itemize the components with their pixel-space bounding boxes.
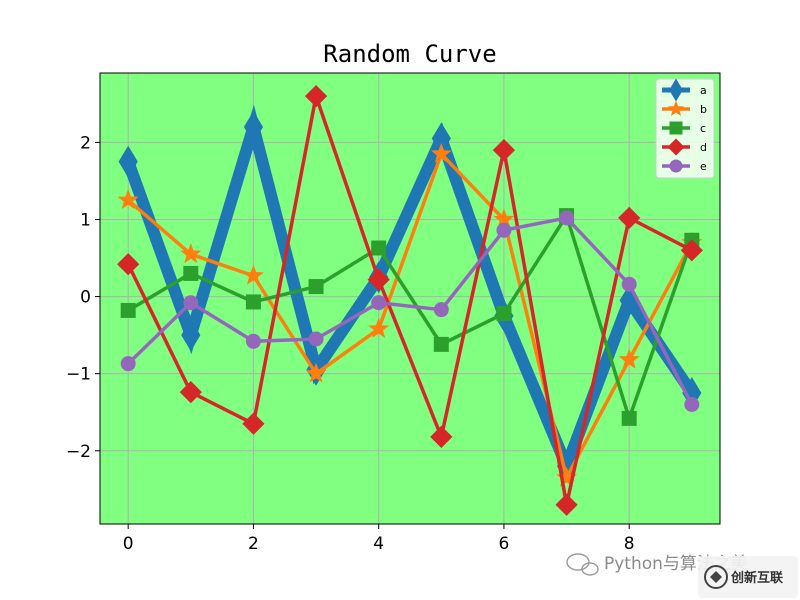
series-a-marker [181, 319, 201, 352]
series-e-marker [496, 222, 512, 238]
legend-label: d [700, 141, 707, 154]
series-d-marker [179, 381, 202, 404]
series-a-marker [118, 145, 138, 178]
series-b-marker [242, 264, 264, 285]
x-tick-label: 4 [373, 534, 384, 554]
series-e [120, 210, 700, 413]
series-b-marker [368, 317, 390, 338]
legend-marker [667, 138, 685, 156]
series-b [117, 142, 703, 487]
plot-frame [99, 72, 721, 525]
series-e-marker [371, 295, 387, 311]
x-tick-label: 6 [499, 534, 510, 554]
series-a-marker [243, 110, 264, 143]
series-e-marker [433, 302, 449, 318]
chart-title: Random Curve [323, 40, 496, 68]
y-tick-label: 1 [80, 210, 91, 230]
series-c-marker [433, 336, 449, 352]
x-tick-label: 8 [624, 534, 635, 554]
legend-marker [667, 100, 685, 116]
legend-item-b: b [662, 100, 707, 116]
y-tick-label: 0 [80, 288, 91, 308]
series-c [120, 208, 700, 426]
series-e-marker [621, 276, 637, 292]
legend-label: c [700, 122, 706, 135]
series-d-line [126, 94, 693, 507]
series-e-line [126, 216, 694, 406]
legend-marker [669, 121, 683, 135]
series-d-marker [618, 206, 641, 230]
legend-marker [669, 159, 683, 173]
logo-text: 创新互联 [730, 570, 783, 586]
series-d-marker [430, 425, 453, 448]
series-e-marker [308, 331, 324, 347]
x-tick-label: 0 [123, 534, 134, 554]
series-c-marker [621, 410, 637, 426]
series-c-marker [183, 265, 199, 281]
x-tick-label: 2 [248, 534, 259, 554]
logo-box [698, 556, 798, 598]
series-c-line [127, 213, 694, 421]
legend-label: b [700, 103, 707, 116]
series-e-marker [684, 397, 700, 413]
series-b-marker [117, 189, 139, 210]
series-b-marker [180, 243, 202, 264]
series-a-line [122, 104, 697, 483]
series-c-marker [120, 302, 136, 318]
y-tick-label: 2 [80, 133, 91, 153]
series-d [117, 85, 703, 516]
series-e-marker [559, 210, 575, 226]
logo-icon [704, 565, 728, 589]
series-d-marker [492, 138, 516, 162]
series-d-marker [242, 412, 265, 435]
legend-item-d: d [662, 138, 707, 156]
series-b-line [127, 152, 694, 480]
series-b-marker [430, 142, 452, 163]
series-d-marker [117, 253, 140, 276]
series-c-marker [496, 306, 512, 322]
wechat-icon [566, 553, 599, 576]
series-c-marker [245, 294, 261, 310]
series-b-marker [618, 348, 640, 369]
legend-item-e: e [662, 159, 707, 173]
series-d-marker [304, 85, 328, 108]
series-b-marker [305, 362, 327, 383]
legend-label: e [700, 160, 707, 173]
y-tick-label: −1 [66, 365, 91, 385]
series-e-marker [120, 356, 136, 372]
series-d-marker [367, 268, 390, 291]
y-tick-label: −2 [66, 442, 91, 462]
legend-label: a [700, 84, 707, 97]
series-e-marker [245, 333, 261, 349]
series-c-marker [371, 240, 387, 256]
series-d-marker [680, 239, 703, 262]
legend-item-c: c [662, 121, 706, 135]
series-c-marker [308, 279, 324, 295]
series-d-marker [555, 493, 578, 516]
series-e-marker [183, 295, 199, 311]
